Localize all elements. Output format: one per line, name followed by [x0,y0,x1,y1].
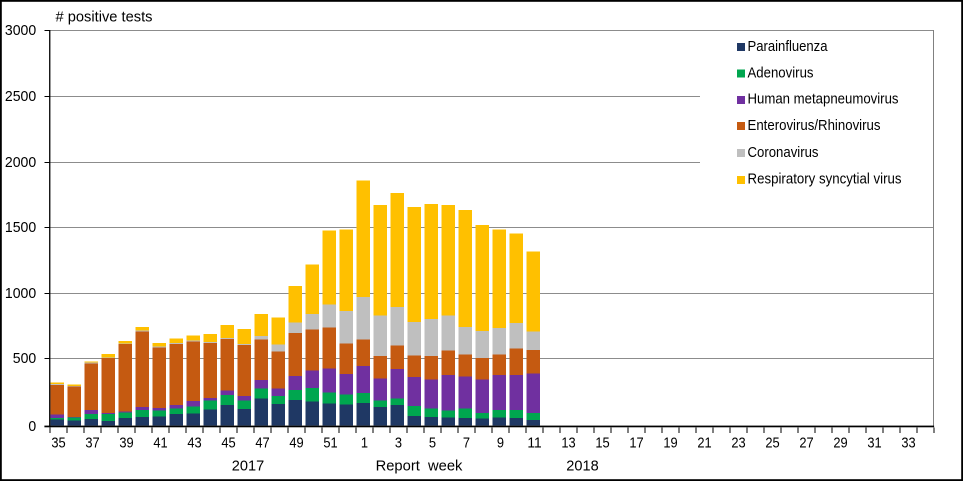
svg-text:500: 500 [13,350,36,367]
svg-text:Coronavirus: Coronavirus [748,144,819,161]
svg-text:2500: 2500 [5,88,36,105]
svg-text:Respiratory syncytial virus: Respiratory syncytial virus [748,171,902,188]
svg-text:31: 31 [867,435,881,452]
svg-text:1: 1 [361,435,368,452]
svg-text:29: 29 [833,435,847,452]
svg-text:# positive tests: # positive tests [56,8,153,25]
svg-text:Parainfluenza: Parainfluenza [748,38,829,55]
svg-text:1500: 1500 [5,219,36,236]
svg-text:2018: 2018 [566,458,598,475]
svg-text:3: 3 [395,435,402,452]
svg-text:Adenovirus: Adenovirus [748,65,814,82]
svg-text:Human metapneumovirus: Human metapneumovirus [748,91,899,108]
svg-text:13: 13 [561,435,575,452]
svg-text:27: 27 [799,435,813,452]
svg-text:7: 7 [463,435,470,452]
svg-text:2000: 2000 [5,154,36,171]
svg-text:Enterovirus/Rhinovirus: Enterovirus/Rhinovirus [748,117,881,134]
svg-text:21: 21 [697,435,711,452]
svg-text:37: 37 [85,435,99,452]
svg-text:3000: 3000 [5,22,36,39]
svg-text:33: 33 [901,435,915,452]
svg-text:9: 9 [497,435,504,452]
svg-text:5: 5 [429,435,436,452]
svg-text:45: 45 [221,435,235,452]
svg-text:41: 41 [153,435,167,452]
svg-text:15: 15 [595,435,609,452]
svg-text:35: 35 [51,435,65,452]
svg-text:49: 49 [289,435,303,452]
svg-text:2017: 2017 [232,458,264,475]
svg-text:17: 17 [629,435,643,452]
svg-text:39: 39 [119,435,133,452]
svg-text:25: 25 [765,435,779,452]
svg-text:11: 11 [527,435,541,452]
svg-text:51: 51 [323,435,337,452]
svg-text:47: 47 [255,435,269,452]
svg-text:1000: 1000 [5,285,36,302]
svg-text:43: 43 [187,435,201,452]
svg-text:Report week: Report week [376,458,463,475]
svg-text:19: 19 [663,435,677,452]
svg-text:23: 23 [731,435,745,452]
svg-text:0: 0 [28,418,36,435]
